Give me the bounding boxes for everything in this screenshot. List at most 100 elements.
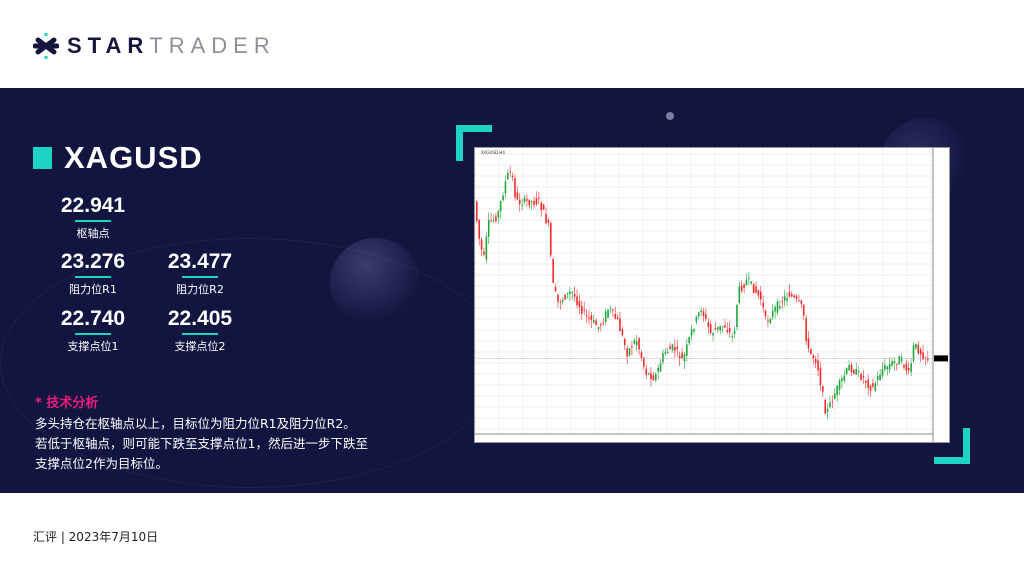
candle-body [805,318,807,341]
candle-body [712,333,714,336]
candle-body [612,309,614,311]
decor-dot [666,112,674,120]
candle-body [881,369,884,376]
underline [75,333,111,335]
candle-body [530,201,533,203]
candle-body [798,300,800,302]
candle-body [690,329,693,336]
candle-body [554,286,557,292]
candle-body [619,318,621,332]
candle-body [764,310,767,317]
candle-body [800,300,803,304]
candle-body [495,216,497,222]
candle-body [576,296,578,306]
candle-body [919,349,922,355]
underline [75,220,111,222]
candle-body [638,338,640,350]
candle-body [518,199,521,204]
accent-square [33,147,52,169]
candle-body [533,201,535,205]
candle-body [616,317,619,320]
current-price-tag [934,355,948,362]
candle-body [688,337,690,344]
candle-body [628,348,631,356]
candle-body [850,364,853,373]
candle-body [602,322,605,324]
candle-body [779,306,781,309]
candle-body [819,367,822,386]
candle-body [905,363,908,371]
candle-body [900,357,903,362]
candle-body [511,176,514,178]
hero-band: XAGUSD 22.941 枢轴点 23.276 阻力位R1 23.477 阻力位R2… [0,88,1024,493]
candle-body [810,349,812,354]
candle-body [583,309,585,311]
candle-body [592,320,595,323]
candle-body [607,309,609,318]
candle-body [509,171,512,173]
candle-body [671,344,674,351]
candle-body [841,378,843,382]
price-chart-image: XAGUSD,H4 [474,147,950,443]
candle-body [776,301,779,313]
candle-body [740,285,743,291]
candle-body [528,199,531,206]
candle-body [774,306,776,312]
candle-body [647,373,650,375]
candle-body [791,294,793,297]
candle-body [654,374,657,381]
candle-body [886,366,889,370]
candle-body [614,314,617,319]
candle-body [514,178,516,198]
candle-body [879,374,881,381]
candle-body [490,220,492,222]
candle-body [693,329,695,332]
candle-body [609,308,612,310]
candle-body [755,286,757,293]
candle-body [845,368,848,374]
symbol-title: XAGUSD [64,140,203,175]
candle-body [695,316,698,322]
candle-body [748,277,750,279]
candle-body [731,336,733,338]
candle-body [721,326,724,328]
level-value: 22.405 [167,307,233,330]
candle-body [697,312,700,317]
candle-body [771,310,774,318]
candle-body [569,291,571,294]
candle-body [676,346,679,349]
candle-body [831,401,834,403]
candle-body [864,380,867,383]
candle-body [542,204,545,210]
candle-body [700,310,702,313]
candle-body [549,223,552,256]
candle-body [559,301,562,303]
candle-body [862,376,865,378]
candle-body [564,294,566,300]
candle-body [635,341,638,346]
candle-body [924,357,927,359]
candle-body [738,286,741,303]
candle-body [829,402,831,408]
candle-body [492,219,495,221]
candle-body [557,294,559,302]
candle-body [769,319,772,324]
candle-body [807,338,810,349]
candle-body [664,352,667,354]
candle-body [623,339,626,345]
candle-body [705,314,707,319]
candle-body [581,305,583,314]
candle-body [903,364,905,368]
candle-body [645,368,648,375]
candle-body [836,385,838,396]
candle-body [884,364,886,370]
level-value: 22.941 [60,194,126,217]
brand-light: TRADER [149,33,276,58]
candle-body [643,357,645,367]
candle-body [891,361,893,366]
candle-body [857,371,860,373]
candle-body [843,375,846,381]
analysis-line: 若低于枢轴点，则可能下跌至支撑点位1，然后进一步下跌至 [35,436,368,451]
candle-body [788,291,791,297]
underline [182,276,218,278]
